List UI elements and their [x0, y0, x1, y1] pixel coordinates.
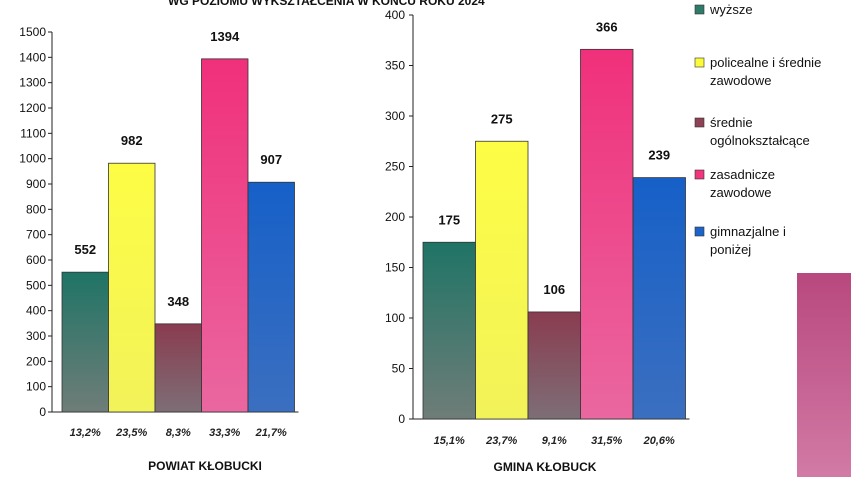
- legend-label: średnie ogólnokształcące: [710, 115, 810, 148]
- bar-value-label: 348: [167, 294, 189, 309]
- legend-label: zasadnicze zawodowe: [710, 167, 775, 200]
- y-tick-label: 600: [26, 253, 46, 267]
- y-tick-label: 250: [385, 160, 405, 174]
- bar-5: [247, 181, 295, 413]
- chart-caption: POWIAT KŁOBUCKI: [148, 459, 262, 473]
- bar-percent-label: 23,7%: [485, 435, 517, 447]
- legend-swatch: [694, 57, 705, 68]
- y-tick-label: 300: [26, 329, 46, 343]
- bar-2: [475, 140, 529, 420]
- bar-percent-label: 8,3%: [166, 427, 191, 439]
- y-tick-label: 0: [398, 412, 405, 426]
- bar-1: [61, 271, 109, 413]
- y-tick-label: 1100: [20, 126, 46, 140]
- y-tick-label: 400: [385, 8, 405, 22]
- header-fragment: WG POZIOMU WYKSZTAŁCENIA W KOŃCU ROKU 20…: [168, 0, 485, 8]
- chart-gmina-klobuck: 0 50 100 150 200 250 300 350 400 175 15,1% 275 23,7%…: [385, 8, 690, 474]
- y-tick-label: 1500: [19, 25, 46, 39]
- legend-label: wyższe: [709, 2, 753, 17]
- legend-item: średnie ogólnokształcące: [694, 115, 810, 148]
- y-tick-label: 1300: [19, 76, 46, 90]
- legend: wyższe policealne i średnie zawodowe średni…: [694, 2, 821, 257]
- y-tick-label: 700: [26, 228, 46, 242]
- y-tick-label: 50: [392, 362, 406, 376]
- legend-item: policealne i średnie zawodowe: [694, 55, 821, 88]
- legend-swatch: [694, 169, 705, 180]
- bar-percent-label: 33,3%: [209, 427, 240, 439]
- bar-percent-label: 20,6%: [643, 435, 675, 447]
- bar-3: [154, 323, 202, 413]
- bar-value-label: 275: [491, 111, 513, 126]
- y-tick-label: 300: [385, 109, 405, 123]
- y-tick-label: 1000: [19, 152, 46, 166]
- bar-value-label: 175: [438, 212, 460, 227]
- y-tick-label: 1200: [19, 101, 46, 115]
- y-tick-label: 200: [385, 210, 405, 224]
- legend-swatch: [694, 4, 705, 15]
- y-tick-label: 1400: [19, 50, 46, 64]
- y-tick-label: 200: [26, 354, 46, 368]
- decorative-pink-block: [797, 273, 851, 477]
- y-tick-label: 350: [385, 59, 405, 73]
- y-tick-label: 400: [26, 304, 46, 318]
- y-tick-label: 100: [385, 311, 405, 325]
- legend-item: zasadnicze zawodowe: [694, 167, 775, 200]
- bar-value-label: 982: [121, 133, 143, 148]
- bar-percent-label: 9,1%: [542, 435, 567, 447]
- chart-caption: GMINA KŁOBUCK: [494, 460, 597, 474]
- legend-label: gimnazjalne i poniżej: [710, 224, 786, 257]
- bar-3: [527, 311, 581, 420]
- chart-powiat-klobucki: 0 100 200 300 400 500 600 700 800 900 1000 1100 1200…: [19, 25, 299, 473]
- y-tick-label: 150: [385, 261, 405, 275]
- bar-percent-label: 31,5%: [591, 435, 622, 447]
- bar-value-label: 552: [74, 242, 96, 257]
- y-tick-label: 900: [26, 177, 46, 191]
- legend-item: gimnazjalne i poniżej: [694, 224, 786, 257]
- legend-swatch: [694, 117, 705, 128]
- bar-percent-label: 23,5%: [115, 427, 147, 439]
- y-tick-label: 500: [26, 278, 46, 292]
- y-tick-label: 800: [26, 202, 46, 216]
- bar-percent-label: 15,1%: [434, 435, 465, 447]
- legend-item: wyższe: [694, 2, 753, 17]
- bar-1: [422, 241, 476, 420]
- bar-value-label: 907: [260, 152, 282, 167]
- bar-4: [201, 58, 249, 413]
- y-tick-label: 0: [39, 405, 46, 419]
- bar-value-label: 106: [543, 282, 565, 297]
- bar-percent-label: 13,2%: [70, 427, 101, 439]
- bar-5: [632, 177, 686, 420]
- bar-percent-label: 21,7%: [255, 427, 287, 439]
- bar-2: [108, 162, 156, 413]
- bar-value-label: 366: [596, 19, 618, 34]
- bar-value-label: 1394: [210, 29, 240, 44]
- bar-value-label: 239: [648, 148, 670, 163]
- legend-label: policealne i średnie zawodowe: [710, 55, 821, 88]
- bar-4: [580, 48, 634, 420]
- legend-swatch: [694, 226, 705, 237]
- y-tick-label: 100: [26, 380, 46, 394]
